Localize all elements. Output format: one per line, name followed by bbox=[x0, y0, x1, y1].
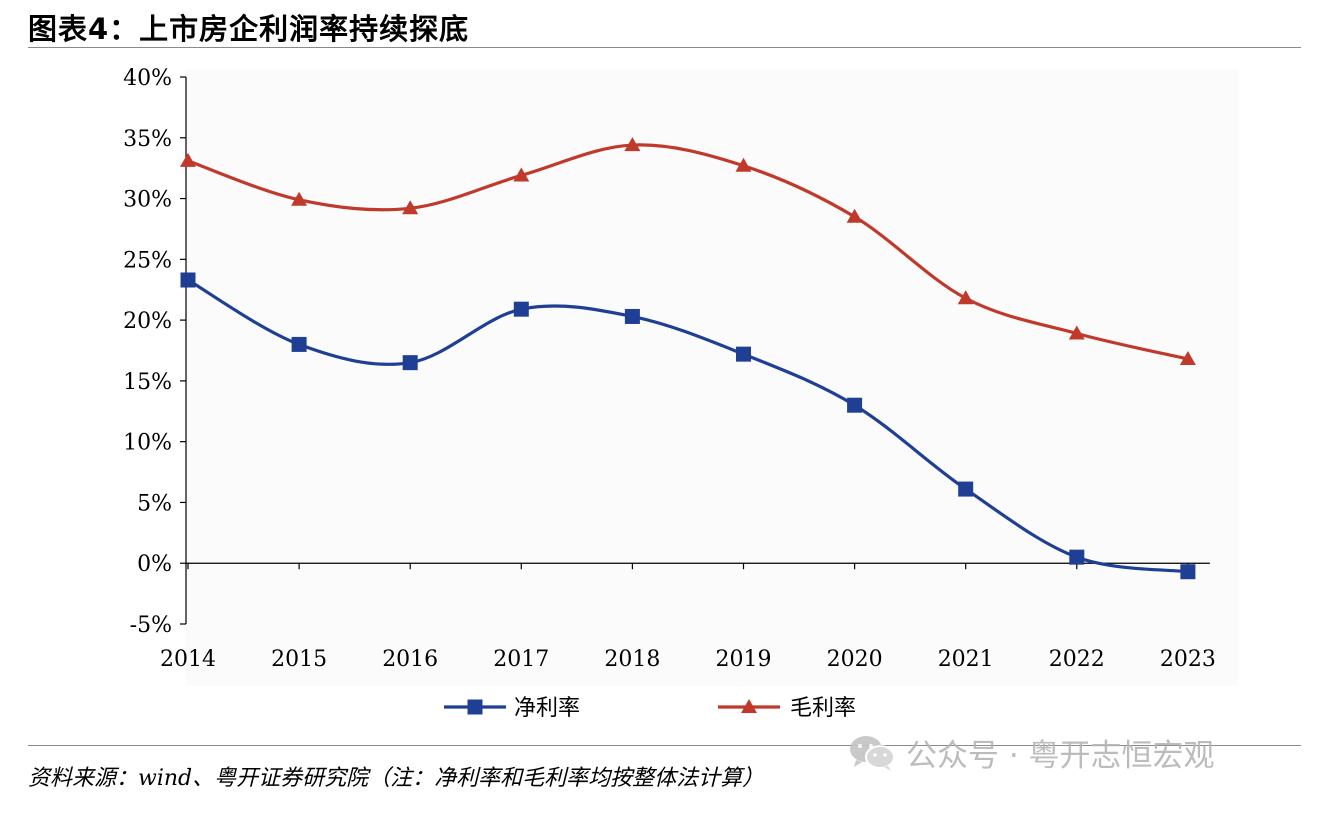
legend-item-gross-margin: 毛利率 bbox=[718, 696, 856, 721]
y-tick-label: 40% bbox=[123, 66, 172, 91]
figure-title: 图表4：上市房企利润率持续探底 bbox=[28, 12, 470, 46]
y-tick-label: 10% bbox=[123, 431, 172, 456]
net-margin-point bbox=[736, 346, 751, 362]
wechat-icon bbox=[850, 735, 895, 771]
y-tick-label: 30% bbox=[123, 188, 172, 213]
x-tick-label: 2020 bbox=[827, 647, 883, 672]
bottom-rule bbox=[28, 745, 1301, 746]
gross-margin-point bbox=[735, 157, 752, 172]
net-margin-point bbox=[180, 272, 196, 288]
x-tick-label: 2016 bbox=[382, 647, 438, 672]
gross-margin-point bbox=[291, 191, 308, 206]
y-tick-label: 35% bbox=[123, 127, 172, 152]
net-margin-point bbox=[402, 355, 418, 371]
gross-margin-point bbox=[1068, 325, 1085, 340]
y-tick-label: -5% bbox=[130, 613, 172, 638]
watermark: 公众号 · 粤开志恒宏观 bbox=[848, 730, 1215, 775]
gross-margin-point bbox=[624, 137, 641, 152]
x-tick-label: 2021 bbox=[938, 647, 994, 672]
gross-margin-line bbox=[187, 143, 1189, 361]
legend-item-net-margin: 净利率 bbox=[444, 696, 580, 721]
gross-margin-point bbox=[846, 208, 863, 223]
gross-margin-point bbox=[402, 200, 419, 215]
gross-margin-point bbox=[1179, 351, 1196, 366]
net-margin-point bbox=[513, 301, 529, 317]
net-margin-point bbox=[1180, 564, 1196, 580]
gross-margin-point bbox=[513, 167, 530, 182]
gross-margin-point bbox=[957, 290, 974, 305]
net-margin-point bbox=[847, 397, 863, 413]
gross-margin-series bbox=[180, 137, 1196, 366]
y-tick-label: 15% bbox=[123, 370, 172, 395]
x-tick-label: 2022 bbox=[1049, 647, 1105, 672]
x-tick-label: 2018 bbox=[604, 647, 660, 672]
y-tick-label: 25% bbox=[123, 248, 172, 273]
source-note: 资料来源：wind、粤开证券研究院（注：净利率和毛利率均按整体法计算） bbox=[28, 766, 765, 791]
net-margin-point bbox=[624, 308, 640, 324]
y-tick-label: 20% bbox=[123, 309, 172, 334]
x-tick-label: 2015 bbox=[271, 647, 327, 672]
y-tick-label: 0% bbox=[137, 552, 172, 577]
y-tick-label: 5% bbox=[137, 491, 172, 516]
net-margin-point bbox=[958, 481, 974, 497]
x-tick-label: 2023 bbox=[1160, 647, 1216, 672]
x-tick-label: 2014 bbox=[160, 647, 216, 672]
watermark-text: 公众号 · 粤开志恒宏观 bbox=[906, 738, 1215, 774]
net-margin-point bbox=[291, 336, 307, 352]
net-margin-series bbox=[180, 272, 1196, 580]
x-tick-label: 2017 bbox=[493, 647, 549, 672]
net-margin-line bbox=[187, 278, 1189, 574]
net-margin-point bbox=[1069, 549, 1085, 565]
plot-area bbox=[186, 69, 1238, 686]
top-rule bbox=[28, 47, 1301, 48]
legend-marker bbox=[741, 699, 757, 713]
legend-label: 毛利率 bbox=[790, 696, 856, 721]
x-tick-label: 2019 bbox=[716, 647, 772, 672]
legend-label: 净利率 bbox=[514, 696, 580, 721]
line-chart: -5% 0% 5% 10% 15% 20% 25% 30% 35% 40% 2014 2015 2016… bbox=[123, 66, 1238, 721]
legend-marker bbox=[467, 699, 483, 715]
gross-margin-point bbox=[180, 152, 196, 167]
